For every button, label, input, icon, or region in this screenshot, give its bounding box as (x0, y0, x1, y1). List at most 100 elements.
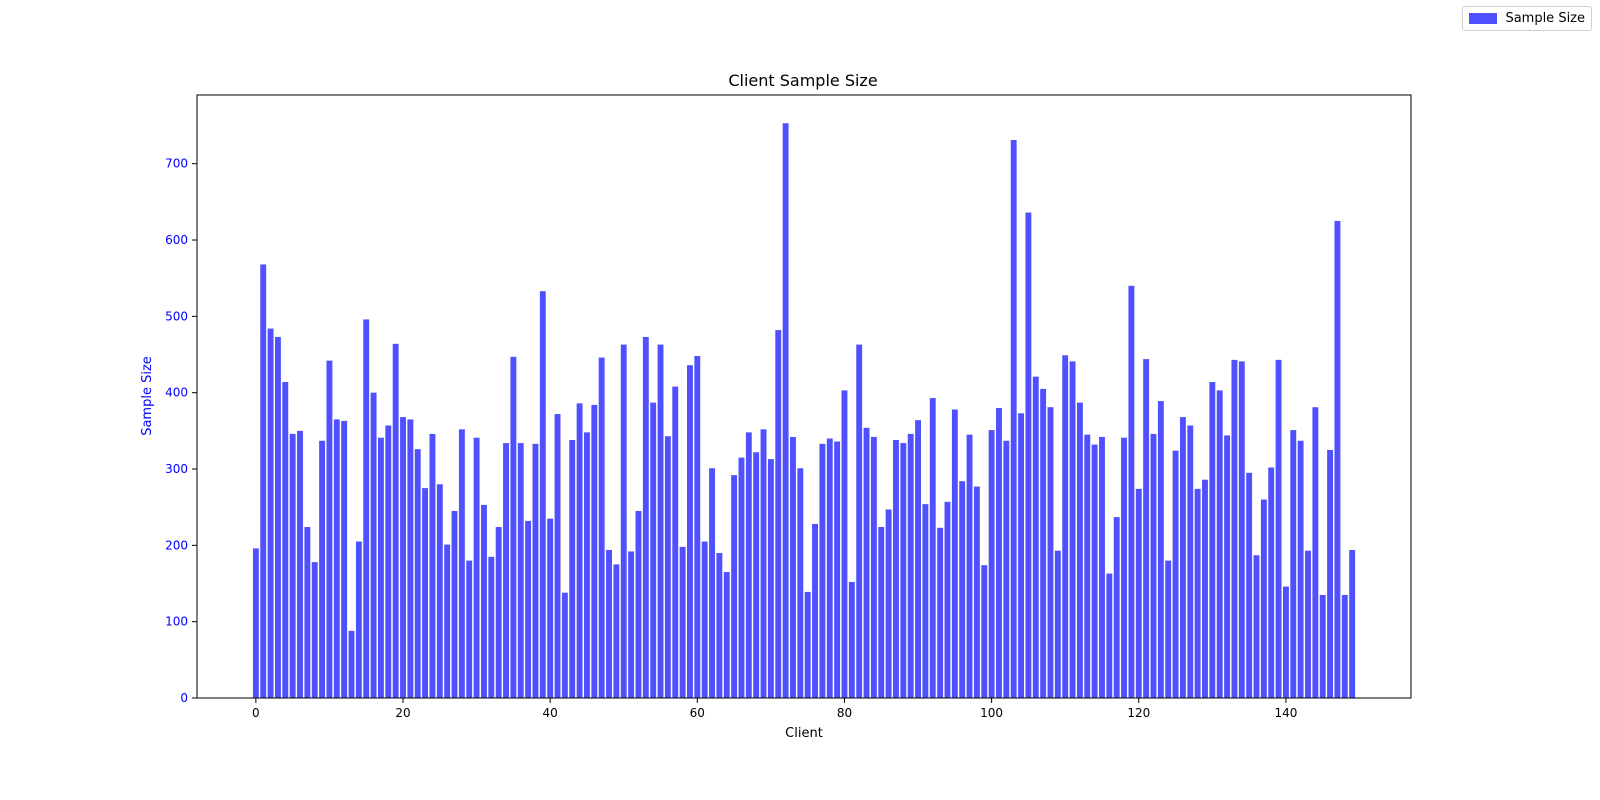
bar-client-17 (378, 437, 384, 698)
bar-client-81 (848, 581, 855, 698)
bar-client-25 (436, 484, 443, 698)
bar-client-56 (664, 436, 671, 698)
bar-client-90 (915, 420, 921, 698)
bar-client-138 (1268, 467, 1275, 698)
bar-client-74 (797, 468, 804, 698)
y-tick-label-500: 500 (165, 309, 188, 323)
bar-client-23 (422, 488, 429, 698)
bar-client-120 (1135, 488, 1142, 698)
bar-client-95 (951, 409, 958, 698)
y-tick-label-700: 700 (165, 157, 188, 171)
bar-client-30 (473, 437, 480, 698)
bar-client-84 (870, 436, 877, 698)
bar-client-10 (326, 360, 333, 698)
bar-client-36 (517, 443, 524, 698)
bar-client-86 (885, 509, 892, 698)
bar-client-11 (333, 419, 340, 698)
bar-client-67 (745, 432, 752, 698)
bar-client-101 (996, 407, 1002, 698)
bar-client-48 (606, 549, 612, 698)
bar-client-107 (1040, 388, 1047, 698)
bar-client-111 (1069, 361, 1076, 698)
bar-client-133 (1231, 359, 1238, 698)
bar-client-34 (503, 443, 509, 698)
bar-client-102 (1003, 440, 1010, 698)
bar-client-92 (929, 398, 936, 698)
x-tick-label-0: 0 (252, 706, 260, 720)
bars-group (252, 123, 1356, 699)
bar-client-7 (304, 527, 311, 698)
bar-client-42 (561, 592, 568, 698)
bar-client-149 (1349, 549, 1356, 698)
bar-client-60 (694, 356, 701, 698)
bar-client-5 (289, 433, 296, 698)
bar-client-12 (341, 420, 348, 698)
bar-client-52 (635, 510, 642, 698)
bar-client-55 (657, 344, 664, 698)
bar-client-65 (731, 475, 738, 698)
bar-client-2 (267, 328, 274, 698)
plot-frame (196, 94, 1412, 699)
y-tick-label-600: 600 (165, 233, 188, 247)
bar-client-37 (525, 520, 532, 698)
bar-client-29 (466, 560, 473, 698)
bar-client-59 (687, 365, 693, 698)
bar-client-145 (1319, 594, 1326, 698)
bar-client-142 (1297, 440, 1304, 698)
bar-client-96 (959, 481, 966, 698)
bar-client-19 (392, 343, 399, 698)
bar-client-88 (900, 443, 907, 698)
bar-client-57 (672, 386, 679, 698)
y-tick-label-0: 0 (180, 691, 188, 705)
x-tick-label-20: 20 (395, 706, 410, 720)
x-tick-label-120: 120 (1127, 706, 1150, 720)
bar-client-1 (260, 264, 267, 698)
bar-client-109 (1054, 550, 1061, 698)
bar-client-28 (458, 429, 465, 698)
bar-client-75 (804, 591, 811, 698)
bar-client-89 (907, 433, 914, 698)
bar-client-20 (400, 417, 406, 698)
bar-client-14 (355, 541, 362, 698)
bar-client-27 (451, 510, 458, 698)
bar-client-53 (642, 336, 649, 698)
bar-client-54 (650, 402, 657, 698)
bar-client-91 (922, 504, 929, 698)
bar-client-51 (628, 551, 635, 698)
bar-client-131 (1216, 390, 1223, 698)
bar-client-114 (1091, 444, 1098, 698)
y-tick-label-200: 200 (165, 538, 188, 552)
bar-client-108 (1047, 407, 1054, 698)
bar-client-35 (510, 356, 517, 698)
bar-client-135 (1246, 472, 1253, 698)
bar-client-72 (782, 123, 789, 699)
bar-client-3 (274, 336, 281, 698)
bar-client-125 (1172, 450, 1179, 698)
bar-client-66 (738, 457, 745, 698)
bar-client-6 (297, 430, 303, 698)
bar-client-143 (1305, 550, 1311, 698)
bar-client-69 (760, 429, 767, 698)
bar-client-68 (753, 452, 760, 698)
bar-client-15 (363, 319, 370, 698)
bar-client-38 (532, 443, 539, 698)
bar-client-80 (841, 390, 848, 698)
bar-client-46 (591, 404, 598, 698)
x-axis-label: Client (785, 726, 823, 741)
bar-client-78 (826, 438, 833, 698)
y-tick-label-300: 300 (165, 462, 188, 476)
x-tick-label-60: 60 (690, 706, 705, 720)
bar-client-87 (893, 440, 899, 698)
y-axis-label: Sample Size (140, 356, 155, 436)
bar-client-94 (944, 501, 951, 698)
bar-client-71 (775, 330, 782, 698)
y-tick-label-400: 400 (165, 386, 188, 400)
x-tick-label-40: 40 (543, 706, 558, 720)
bar-client-63 (716, 552, 723, 698)
bar-client-13 (348, 630, 355, 698)
bar-client-128 (1194, 488, 1201, 698)
bar-client-99 (981, 565, 988, 698)
bar-client-130 (1209, 382, 1216, 698)
bar-client-22 (414, 449, 421, 698)
